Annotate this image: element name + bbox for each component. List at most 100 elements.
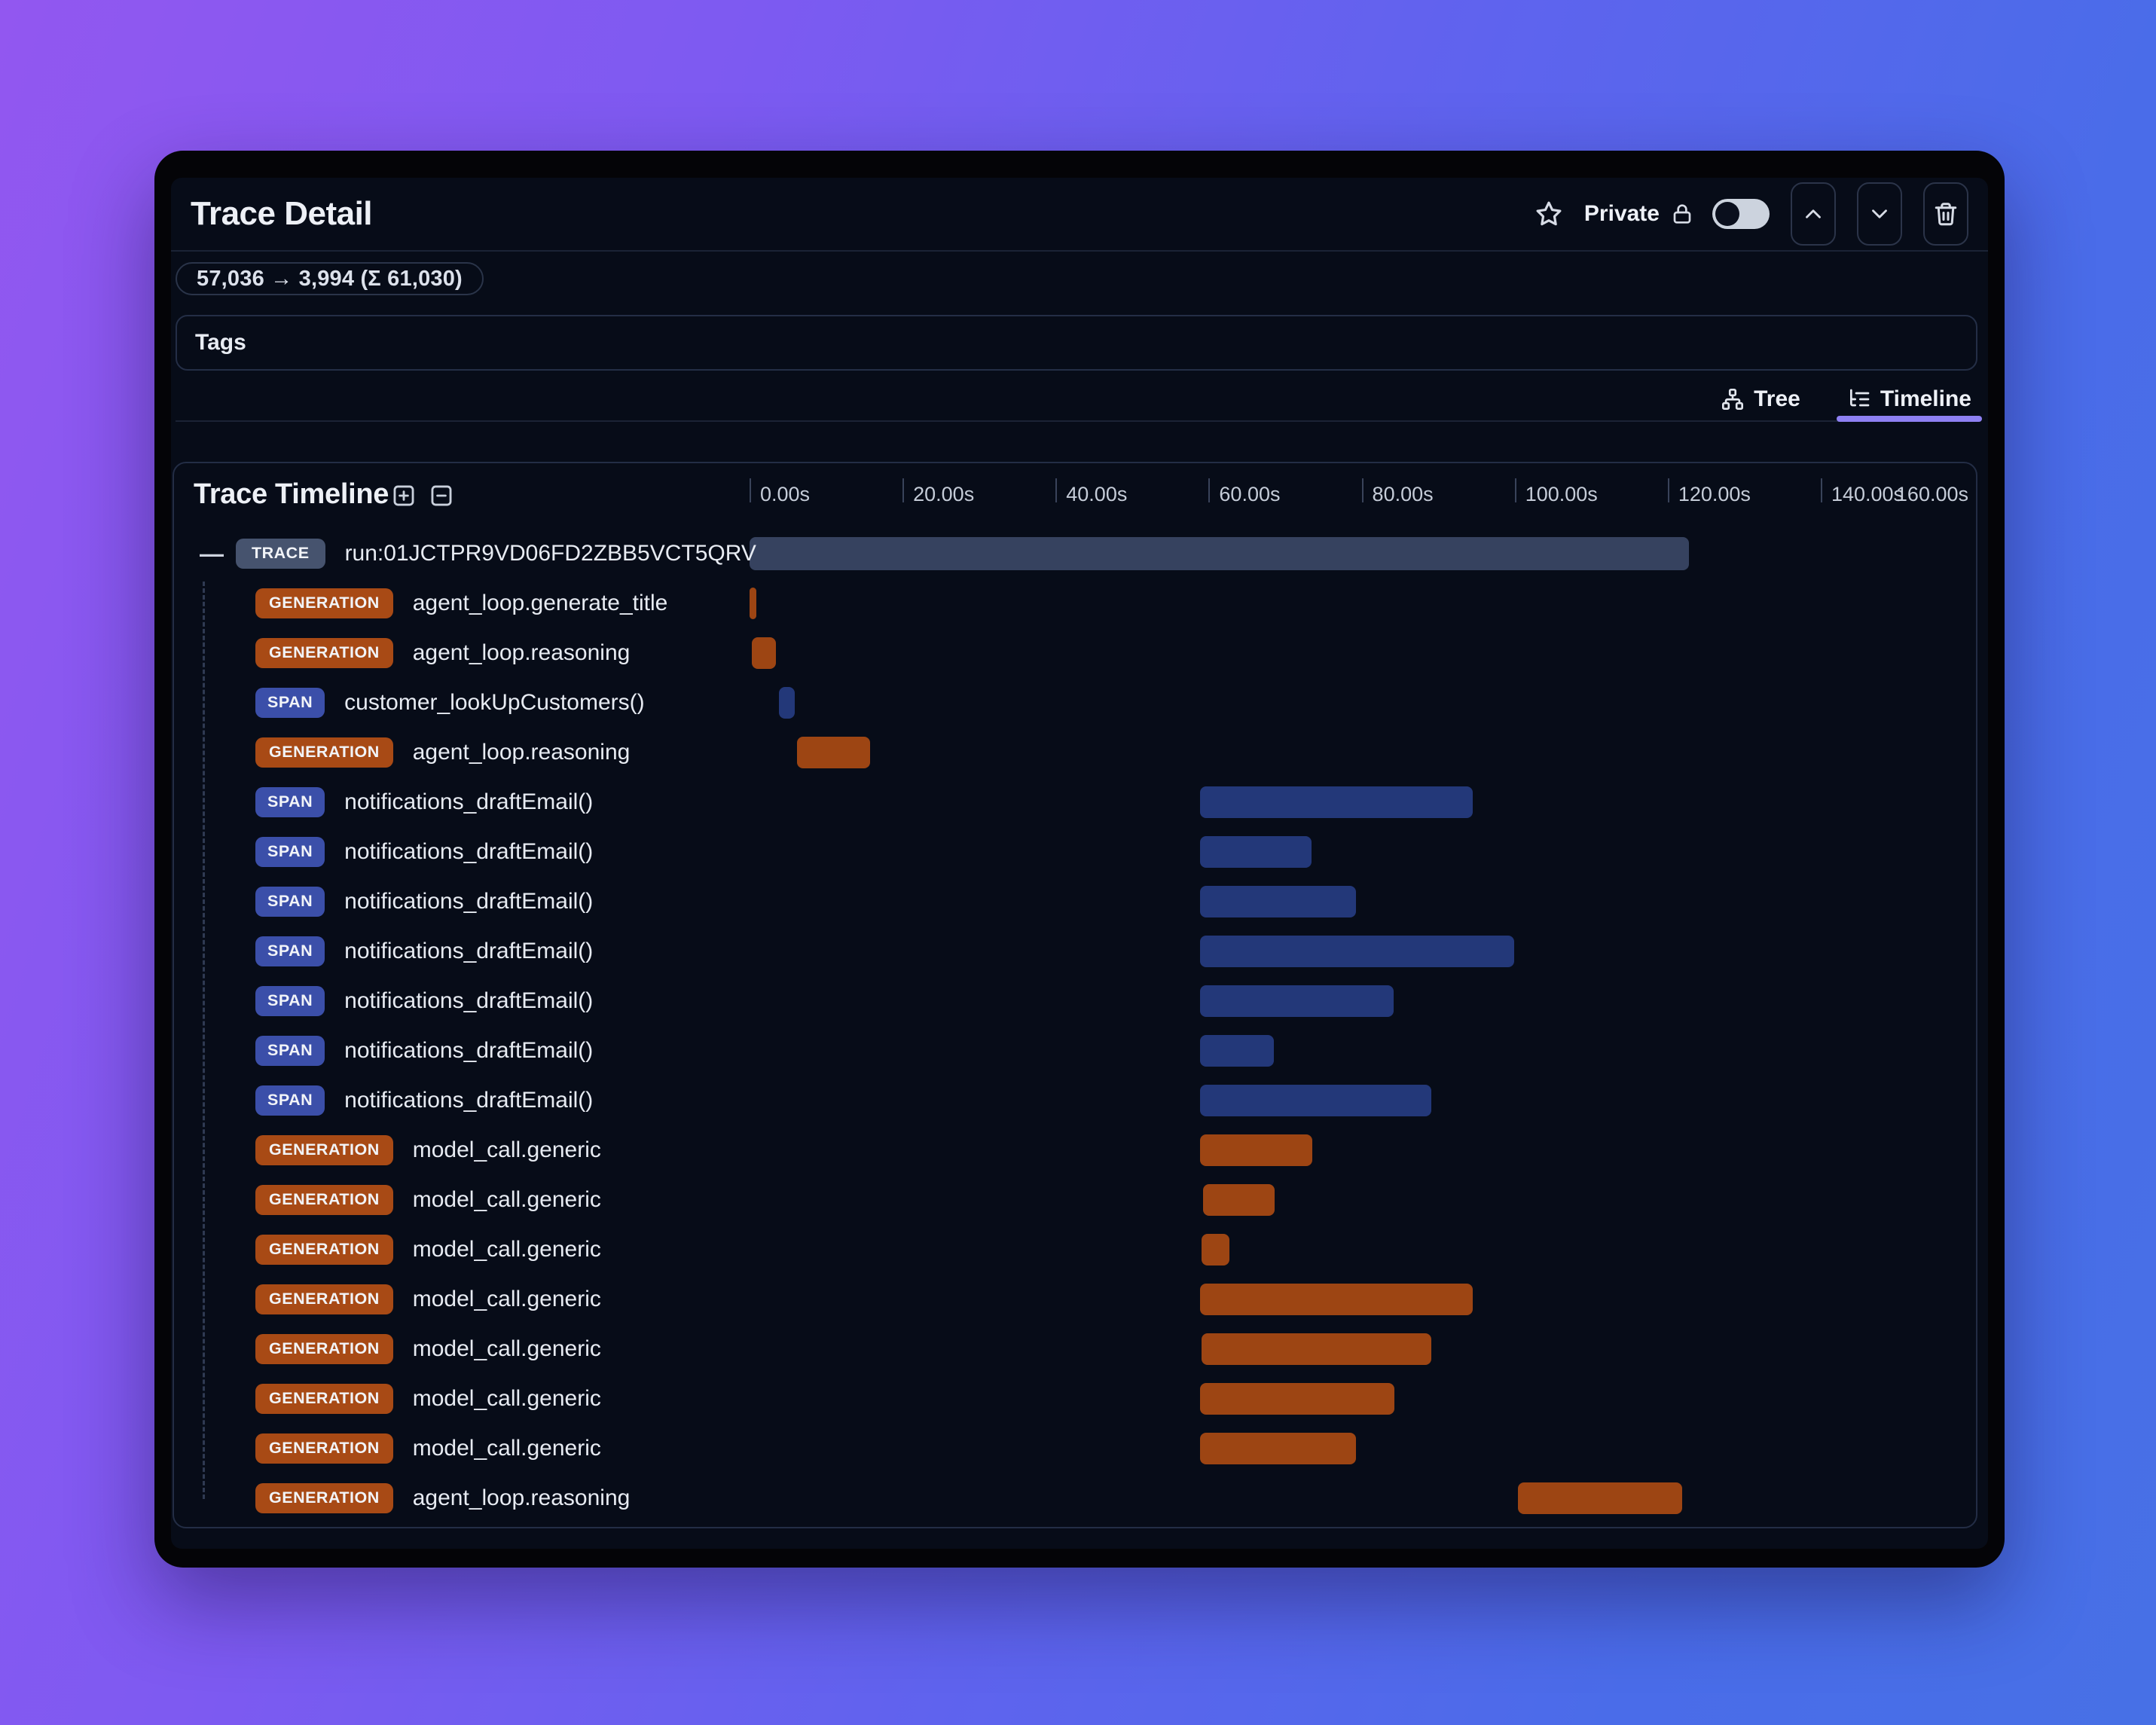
duration-bar[interactable] [1517,1482,1683,1514]
type-badge: GENERATION [255,1334,393,1364]
tags-input[interactable]: Tags [176,315,1977,371]
axis-tick-label: 160.00s [1895,483,1968,505]
axis-tick-label: 80.00s [1372,483,1434,505]
observation-name: model_call.generic [412,1386,601,1411]
duration-bar[interactable] [1200,1134,1312,1166]
type-badge: GENERATION [255,1135,393,1165]
observation-row[interactable]: SPAN notifications_draftEmail() [174,1076,1976,1125]
axis-tick-mark [1208,478,1211,502]
observation-name: agent_loop.generate_title [412,591,668,615]
observation-name: notifications_draftEmail() [344,988,594,1013]
duration-bar[interactable] [796,737,871,768]
observation-row[interactable]: SPAN notifications_draftEmail() [174,827,1976,877]
duration-bar[interactable] [1200,1433,1357,1464]
observation-row[interactable]: GENERATION model_call.generic [174,1275,1976,1324]
observation-name: agent_loop.reasoning [412,740,631,765]
privacy-control: Private [1584,199,1770,229]
axis-tick-mark [1514,478,1516,502]
duration-bar[interactable] [1200,836,1312,868]
view-tabs: Tree Timeline [176,378,1982,422]
duration-bar[interactable] [778,687,795,719]
observation-row[interactable]: GENERATION model_call.generic [174,1225,1976,1275]
trace-row[interactable]: — TRACE run:01JCTPR9VD06FD2ZBB5VCT5QRV [174,529,1976,579]
duration-bar[interactable] [1203,1184,1275,1216]
duration-bar[interactable] [1200,886,1357,917]
row-label: GENERATION model_call.generic [174,1334,601,1364]
axis-tick-label: 120.00s [1678,483,1751,505]
axis-tick-label: 20.00s [913,483,975,505]
observation-row[interactable]: GENERATION model_call.generic [174,1374,1976,1424]
delete-trace-button[interactable] [1923,182,1968,246]
axis-tick-label: 140.00s [1831,483,1904,505]
observation-name: notifications_draftEmail() [344,1088,594,1113]
duration-bar[interactable] [1200,786,1473,818]
observation-row[interactable]: GENERATION model_call.generic [174,1424,1976,1473]
tab-tree-label: Tree [1754,386,1800,411]
private-toggle[interactable] [1712,199,1770,229]
duration-bar[interactable] [1202,1234,1229,1266]
duration-bar[interactable] [1200,985,1394,1017]
duration-bar[interactable] [1200,1085,1431,1116]
navigate-down-button[interactable] [1857,182,1902,246]
tags-placeholder: Tags [195,330,246,355]
tree-guide-line [203,582,205,1499]
row-label: GENERATION model_call.generic [174,1235,601,1265]
chevron-up-icon [1800,201,1826,227]
type-badge: SPAN [255,1085,325,1116]
observation-row[interactable]: GENERATION model_call.generic [174,1324,1976,1374]
expand-all-icon[interactable] [391,483,417,508]
active-tab-indicator [1836,416,1982,422]
row-label: SPAN customer_lookUpCustomers() [174,688,645,718]
observation-name: notifications_draftEmail() [344,789,594,814]
duration-bar[interactable] [1200,1035,1274,1067]
observation-row[interactable]: SPAN notifications_draftEmail() [174,976,1976,1026]
duration-bar[interactable] [1200,936,1514,967]
axis-tick-mark [1055,478,1058,502]
observation-row[interactable]: GENERATION agent_loop.reasoning [174,628,1976,678]
type-badge: SPAN [255,688,325,718]
type-badge: SPAN [255,787,325,817]
duration-bar[interactable] [1200,1284,1473,1315]
row-label: GENERATION model_call.generic [174,1135,601,1165]
observation-row[interactable]: SPAN notifications_draftEmail() [174,1026,1976,1076]
type-badge: GENERATION [255,737,393,768]
page-title: Trace Detail [191,195,373,232]
duration-bar[interactable] [1200,1383,1395,1415]
observation-row[interactable]: GENERATION agent_loop.generate_title [174,579,1976,628]
type-badge: GENERATION [255,1384,393,1414]
observation-row[interactable]: GENERATION agent_loop.reasoning [174,1473,1976,1523]
tab-timeline[interactable]: Timeline [1836,378,1982,422]
observation-name: notifications_draftEmail() [344,1038,594,1063]
observation-row[interactable]: SPAN notifications_draftEmail() [174,877,1976,927]
observation-row[interactable]: SPAN notifications_draftEmail() [174,777,1976,827]
navigate-up-button[interactable] [1791,182,1836,246]
header: Trace Detail Private [171,178,1988,252]
type-badge: GENERATION [255,638,393,668]
trash-icon [1932,200,1959,227]
axis-tick-label: 0.00s [760,483,811,505]
observation-name: run:01JCTPR9VD06FD2ZBB5VCT5QRV [344,541,756,566]
observation-row[interactable]: GENERATION model_call.generic [174,1125,1976,1175]
tab-tree[interactable]: Tree [1715,378,1806,420]
type-badge: SPAN [255,936,325,966]
duration-bar[interactable] [752,637,776,669]
star-icon[interactable] [1535,200,1563,228]
collapse-all-icon[interactable] [429,483,454,508]
duration-bar[interactable] [1202,1333,1431,1365]
type-badge: TRACE [236,539,325,569]
duration-bar[interactable] [750,537,1690,570]
observation-name: model_call.generic [412,1187,601,1212]
observation-row[interactable]: SPAN notifications_draftEmail() [174,927,1976,976]
type-badge: SPAN [255,837,325,867]
row-label: SPAN notifications_draftEmail() [174,887,593,917]
token-usage-badge: 57,036 → 3,994 (Σ 61,030) [176,262,484,295]
observation-row[interactable]: SPAN customer_lookUpCustomers() [174,678,1976,728]
trace-detail-window: Trace Detail Private [154,151,2005,1568]
observation-row[interactable]: GENERATION agent_loop.reasoning [174,728,1976,777]
duration-bar[interactable] [750,588,757,619]
observation-row[interactable]: GENERATION model_call.generic [174,1175,1976,1225]
toggle-knob [1715,202,1739,226]
row-label: SPAN notifications_draftEmail() [174,837,593,867]
collapse-toggle-icon[interactable]: — [200,540,224,567]
observation-name: customer_lookUpCustomers() [344,690,645,715]
